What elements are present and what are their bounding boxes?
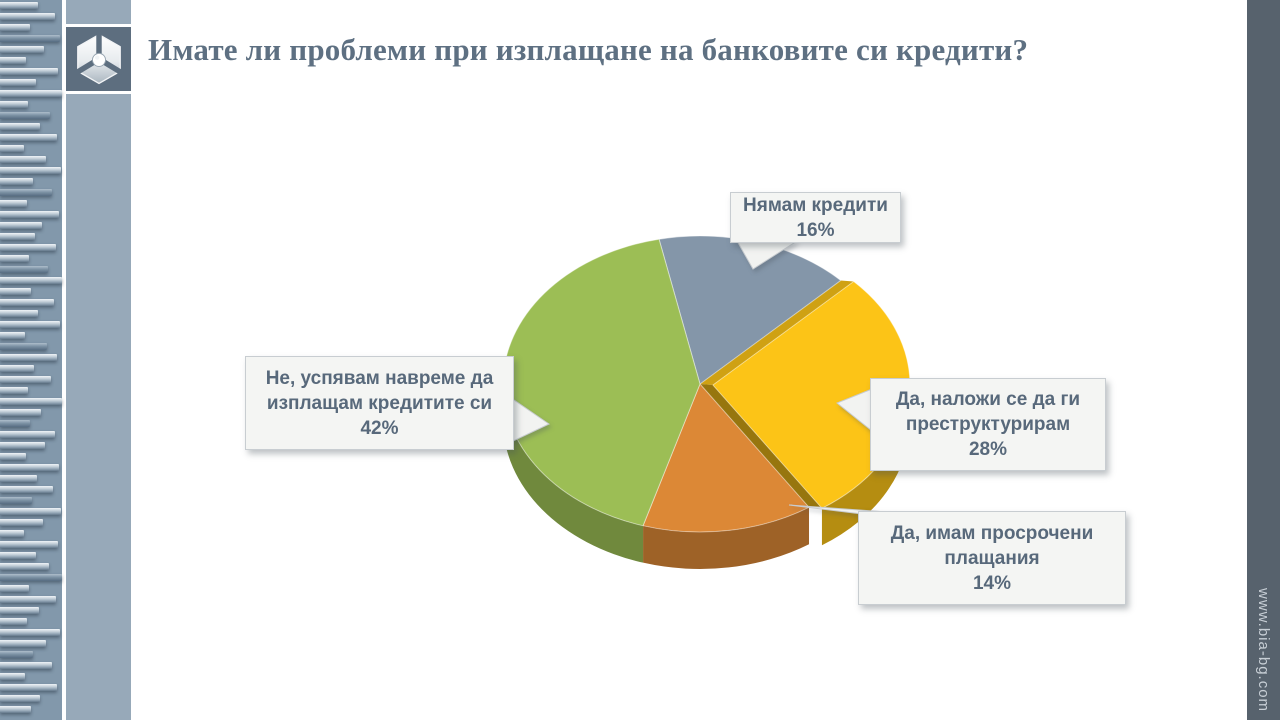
pie-slice-wall-1 bbox=[821, 385, 910, 546]
decorative-bar bbox=[0, 310, 38, 317]
decorative-bar bbox=[0, 519, 43, 526]
decorative-bar bbox=[0, 90, 62, 97]
decorative-bar bbox=[0, 299, 54, 306]
decorative-bar bbox=[0, 574, 62, 581]
decorative-bar bbox=[0, 178, 33, 185]
decorative-bar bbox=[0, 277, 62, 284]
callout-label: Да, наложи се да ги преструктурирам bbox=[895, 389, 1081, 435]
decorative-bar bbox=[0, 24, 30, 31]
decorative-bar bbox=[0, 68, 58, 75]
decorative-bar bbox=[0, 640, 46, 647]
decorative-bar bbox=[0, 321, 60, 328]
decorative-bar bbox=[0, 651, 33, 658]
callout-percent: 42% bbox=[360, 417, 399, 439]
decorative-bar bbox=[0, 13, 55, 20]
decorative-bar bbox=[0, 596, 56, 603]
decorative-bar bbox=[0, 607, 39, 614]
decorative-bar bbox=[0, 442, 45, 449]
decorative-bar bbox=[0, 684, 57, 691]
decorative-bar bbox=[0, 563, 49, 570]
decorative-bar bbox=[0, 145, 24, 152]
decorative-bar bbox=[0, 79, 36, 86]
decorative-bar bbox=[0, 409, 41, 416]
decorative-bar bbox=[0, 497, 32, 504]
pie-slice-cut-face-1 bbox=[700, 280, 854, 386]
website-url: www.bia-bg.com bbox=[1255, 587, 1272, 712]
decorative-bar bbox=[0, 222, 42, 229]
decorative-bar bbox=[0, 453, 26, 460]
decorative-bar bbox=[0, 233, 35, 240]
decorative-bar bbox=[0, 695, 40, 702]
decorative-bar bbox=[0, 211, 59, 218]
decorative-bar bbox=[0, 464, 59, 471]
pie-slice-2 bbox=[642, 383, 810, 533]
pie-slice-wall-3 bbox=[503, 384, 644, 563]
decorative-bar bbox=[0, 35, 60, 42]
decorative-bar bbox=[0, 530, 24, 537]
decorative-bar bbox=[0, 541, 58, 548]
decorative-bar bbox=[0, 552, 36, 559]
logo-box bbox=[66, 24, 131, 94]
decorative-bar bbox=[0, 673, 25, 680]
decorative-bar bbox=[0, 332, 25, 339]
slide-title: Имате ли проблеми при изплащане на банко… bbox=[148, 32, 1029, 67]
decorative-bar bbox=[0, 255, 29, 262]
decorative-bar bbox=[0, 46, 44, 53]
decorative-bar bbox=[0, 354, 57, 361]
callout-restructured: Да, наложи се да ги преструктурирам 28% bbox=[870, 378, 1106, 471]
decorative-bar bbox=[0, 200, 27, 207]
decorative-bar bbox=[0, 662, 52, 669]
decorative-bar bbox=[0, 57, 26, 64]
decorative-bar bbox=[0, 134, 57, 141]
callout-label: Да, имам просрочени плащания bbox=[890, 522, 1094, 569]
decorative-bar bbox=[0, 585, 29, 592]
decorative-bar bbox=[0, 387, 28, 394]
decorative-bar bbox=[0, 167, 61, 174]
decorative-bars-strip bbox=[0, 0, 62, 720]
decorative-bar bbox=[0, 288, 31, 295]
callout-overdue-payments: Да, имам просрочени плащания 14% bbox=[858, 511, 1126, 605]
decorative-bar bbox=[0, 398, 62, 405]
decorative-bar bbox=[0, 244, 56, 251]
decorative-bar bbox=[0, 706, 31, 713]
decorative-bar bbox=[0, 475, 37, 482]
callout-percent: 14% bbox=[972, 572, 1012, 594]
callout-paying-on-time: Не, успявам навреме да изплащам кредитит… bbox=[245, 356, 514, 450]
decorative-bar bbox=[0, 376, 51, 383]
decorative-bar bbox=[0, 486, 53, 493]
decorative-bar bbox=[0, 101, 28, 108]
decorative-bar bbox=[0, 123, 40, 130]
pie-slice-cut-face-1 bbox=[700, 384, 822, 509]
decorative-bar bbox=[0, 618, 27, 625]
decorative-bar bbox=[0, 431, 55, 438]
decorative-bar bbox=[0, 343, 47, 350]
decorative-bar bbox=[0, 266, 48, 273]
callout-no-credits: Нямам кредити 16% bbox=[730, 192, 901, 243]
callout-label: Нямам кредити bbox=[743, 194, 888, 216]
decorative-bar bbox=[0, 2, 38, 9]
decorative-bar bbox=[0, 420, 30, 427]
left-panel bbox=[66, 0, 131, 720]
callout-percent: 28% bbox=[968, 439, 1008, 460]
callout-label: Не, успявам навреме да изплащам кредитит… bbox=[265, 367, 494, 414]
website-strip: www.bia-bg.com bbox=[1247, 0, 1280, 720]
decorative-bar bbox=[0, 112, 50, 119]
decorative-bar bbox=[0, 365, 34, 372]
callout-percent: 16% bbox=[796, 219, 835, 241]
decorative-bar bbox=[0, 508, 61, 515]
decorative-bar bbox=[0, 156, 46, 163]
pie-slice-wall-2 bbox=[643, 507, 810, 569]
decorative-bar bbox=[0, 189, 52, 196]
decorative-bar bbox=[0, 629, 60, 636]
bia-logo-icon bbox=[74, 30, 123, 85]
